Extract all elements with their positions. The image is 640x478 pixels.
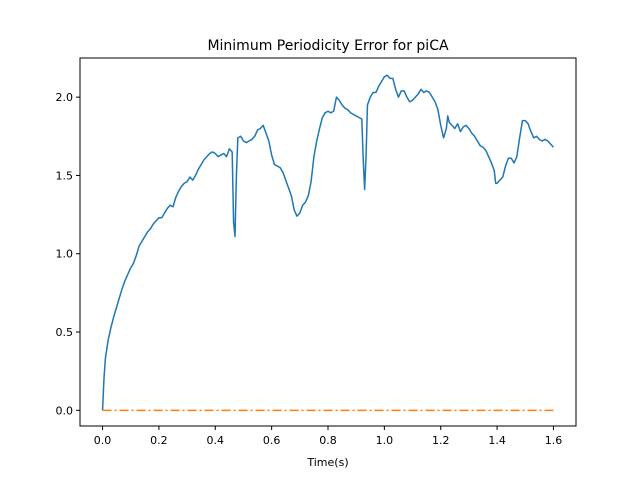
y-tick-label: 1.5 — [56, 169, 74, 182]
y-axis-ticks: 0.0 0.5 1.0 1.5 2.0 — [56, 91, 80, 417]
y-tick-label: 2.0 — [56, 91, 74, 104]
x-axis-ticks: 0.0 0.2 0.4 0.6 0.8 1.0 1.2 1.4 1.6 — [94, 426, 562, 447]
x-tick-label: 1.4 — [488, 434, 506, 447]
x-tick-label: 0.4 — [207, 434, 225, 447]
x-axis-label: Time(s) — [306, 456, 348, 469]
x-tick-label: 0.8 — [319, 434, 337, 447]
axes-background — [80, 58, 576, 426]
series-line-1 — [101, 74, 555, 411]
x-tick-label: 0.0 — [94, 434, 112, 447]
x-tick-label: 0.6 — [263, 434, 281, 447]
x-tick-label: 0.2 — [150, 434, 168, 447]
plot-area — [80, 58, 576, 426]
y-tick-label: 0.0 — [56, 404, 74, 417]
chart-title: Minimum Periodicity Error for piCA — [207, 38, 449, 54]
y-tick-label: 0.5 — [56, 326, 74, 339]
x-tick-label: 1.0 — [376, 434, 394, 447]
y-tick-label: 1.0 — [56, 248, 74, 261]
x-tick-label: 1.2 — [432, 434, 450, 447]
x-tick-label: 1.6 — [545, 434, 563, 447]
series-layer — [101, 74, 555, 412]
